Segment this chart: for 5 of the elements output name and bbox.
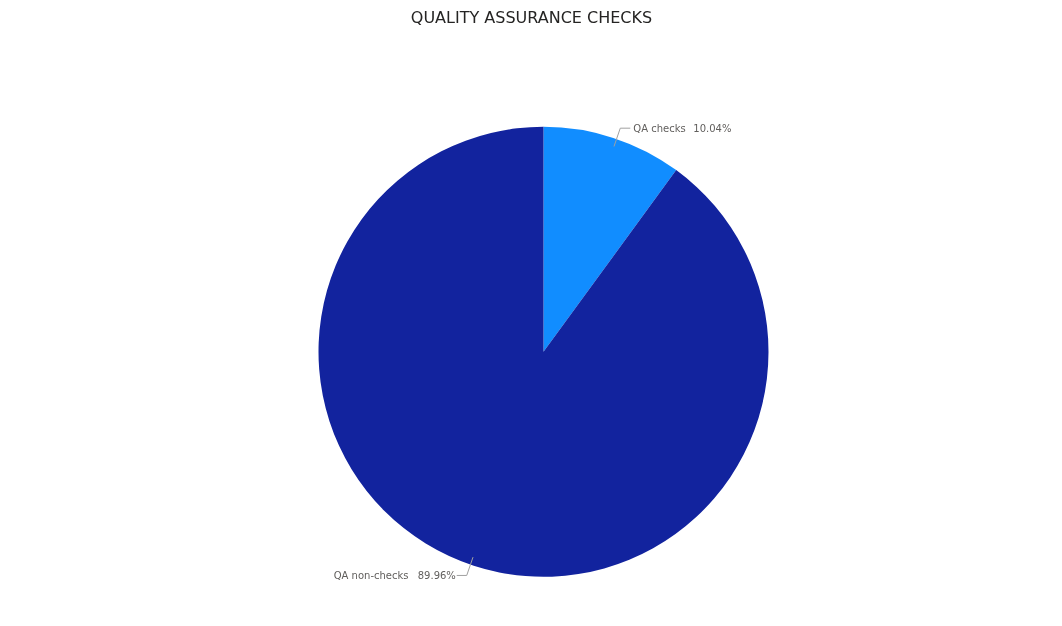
data-label: 89.96% — [417, 569, 456, 581]
slice-label: QA non-checks — [333, 569, 409, 581]
data-label: 10.04% — [693, 122, 732, 134]
slice-label: QA checks — [633, 122, 686, 134]
chart-title: QUALITY ASSURANCE CHECKS — [410, 7, 653, 27]
